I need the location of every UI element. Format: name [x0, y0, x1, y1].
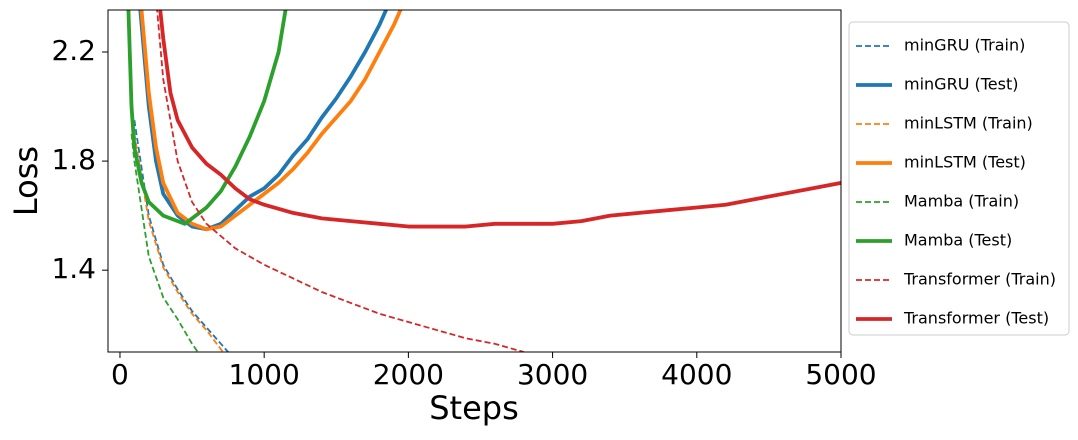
x-axis-label: Steps — [429, 389, 519, 427]
y-tick-label: 1.4 — [51, 252, 96, 285]
series-line — [139, 10, 403, 232]
series-line — [130, 133, 199, 352]
legend-label: Transformer (Train) — [903, 270, 1056, 289]
legend-label: minGRU (Train) — [904, 36, 1025, 55]
plot-area — [126, 10, 841, 352]
legend-label: Mamba (Train) — [904, 192, 1019, 211]
y-tick-label: 2.2 — [51, 34, 96, 67]
x-tick-label: 4000 — [661, 358, 732, 391]
legend-label: minGRU (Test) — [904, 75, 1018, 94]
series-line — [138, 10, 389, 232]
series-line — [156, 10, 524, 352]
series-line — [133, 120, 229, 352]
legend-label: minLSTM (Test) — [904, 153, 1026, 172]
legend-box — [848, 21, 1070, 336]
legend-label: minLSTM (Train) — [904, 114, 1033, 133]
x-tick-label: 2000 — [373, 358, 444, 391]
legend-label: Transformer (Test) — [903, 309, 1049, 328]
plot-frame — [107, 9, 842, 353]
legend-label: Mamba (Test) — [904, 231, 1012, 250]
y-tick-label: 1.8 — [51, 143, 96, 176]
x-tick-label: 3000 — [517, 358, 588, 391]
y-axis-label: Loss — [7, 146, 45, 216]
x-tick-label: 5000 — [805, 358, 876, 391]
series-line — [126, 10, 288, 226]
x-tick-label: 1000 — [229, 358, 300, 391]
x-tick-label: 0 — [111, 358, 129, 391]
series-line — [158, 10, 841, 229]
